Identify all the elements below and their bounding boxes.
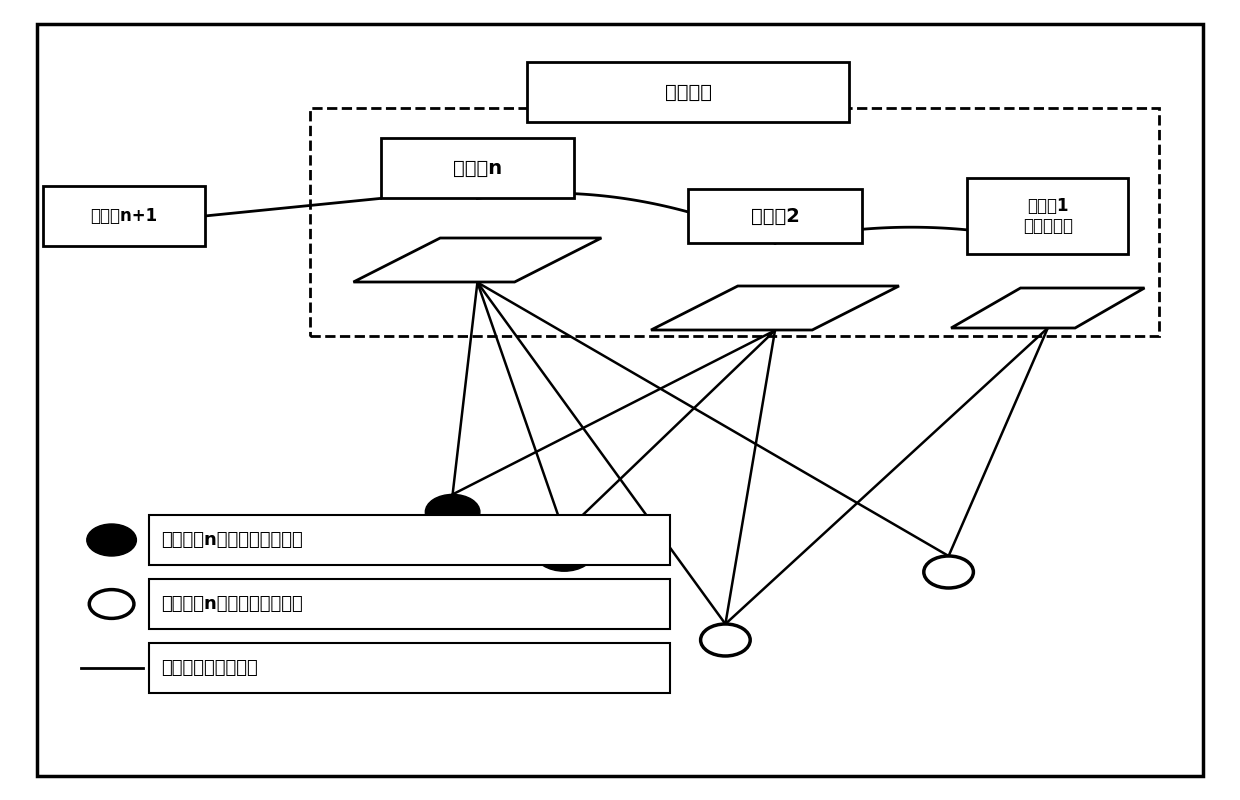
Text: ：关键帧n之前创建的地图点: ：关键帧n之前创建的地图点: [161, 531, 303, 549]
Polygon shape: [353, 238, 601, 282]
Circle shape: [534, 533, 594, 571]
FancyBboxPatch shape: [37, 24, 1203, 776]
FancyBboxPatch shape: [149, 643, 670, 693]
Text: 关键帧2: 关键帧2: [750, 206, 800, 226]
Polygon shape: [951, 288, 1145, 328]
FancyBboxPatch shape: [382, 138, 573, 198]
Circle shape: [701, 624, 750, 656]
Text: 滑动窗口: 滑动窗口: [665, 82, 712, 102]
FancyBboxPatch shape: [688, 189, 862, 243]
Text: ：关键帧n之后创建的地图点: ：关键帧n之后创建的地图点: [161, 595, 303, 613]
Text: 关键帧1
（当前帧）: 关键帧1 （当前帧）: [1023, 197, 1073, 235]
Text: ：地图点能被观察到: ：地图点能被观察到: [161, 659, 258, 677]
Circle shape: [425, 494, 480, 530]
FancyBboxPatch shape: [149, 515, 670, 565]
FancyBboxPatch shape: [43, 186, 205, 246]
FancyBboxPatch shape: [149, 579, 670, 629]
FancyBboxPatch shape: [967, 178, 1128, 254]
Circle shape: [89, 590, 134, 618]
FancyBboxPatch shape: [527, 62, 849, 122]
Circle shape: [87, 524, 136, 556]
Text: 关键帧n+1: 关键帧n+1: [91, 207, 157, 225]
Circle shape: [924, 556, 973, 588]
Text: 关键帧n: 关键帧n: [453, 158, 502, 178]
Polygon shape: [651, 286, 899, 330]
